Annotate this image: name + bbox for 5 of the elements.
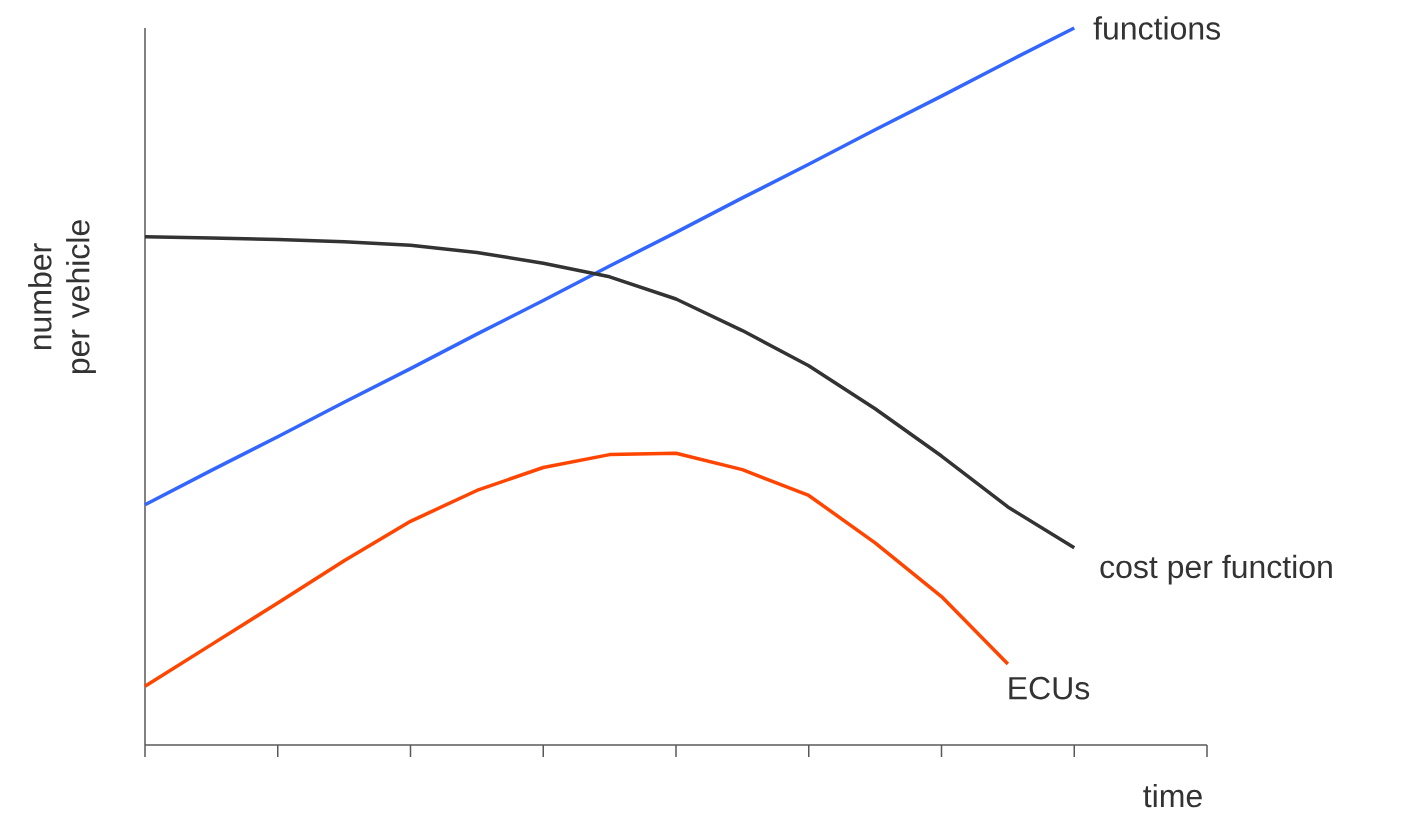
x-axis-title: time bbox=[1143, 783, 1202, 808]
series-label: functions bbox=[1093, 16, 1221, 40]
y-axis-title: number per vehicle bbox=[28, 220, 96, 374]
series-label: ECUs bbox=[1009, 676, 1090, 700]
series-label: cost per function bbox=[1100, 554, 1332, 585]
